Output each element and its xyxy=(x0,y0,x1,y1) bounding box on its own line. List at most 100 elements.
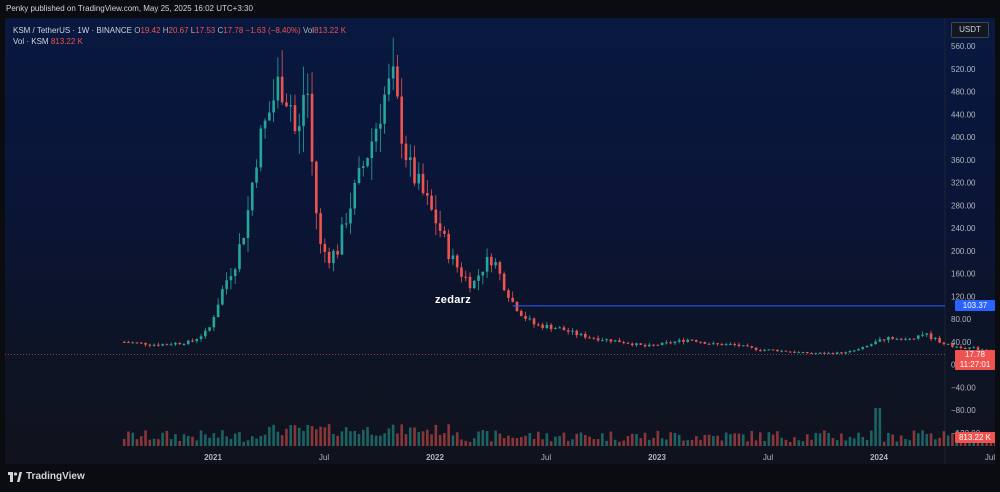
volume-bar xyxy=(784,439,788,446)
candle-body xyxy=(874,341,877,345)
volume-bar xyxy=(840,433,843,446)
volume-bar xyxy=(554,436,557,446)
volume-bar xyxy=(835,440,839,446)
volume-bar xyxy=(191,436,194,446)
volume-bar xyxy=(315,429,318,446)
candle-body xyxy=(344,223,348,225)
candle-body xyxy=(353,182,357,209)
volume-bar xyxy=(865,439,869,446)
volume-bar xyxy=(635,434,638,446)
candle-body xyxy=(370,141,374,159)
candle-body xyxy=(724,344,728,346)
candle-body xyxy=(144,342,147,345)
volume-bar xyxy=(882,441,886,446)
candle-body xyxy=(703,341,707,344)
volume-bar xyxy=(387,428,391,446)
candle-body xyxy=(255,167,258,183)
tradingview-logo[interactable]: TradingView xyxy=(8,471,85,482)
candle-body xyxy=(887,337,890,341)
volume-bar xyxy=(490,441,493,446)
candle-body xyxy=(771,349,775,351)
candle-body xyxy=(195,339,199,342)
candle-body xyxy=(831,352,835,354)
y-axis: 560.00 520.00 480.00 440.00 400.00 360.00 320.… xyxy=(951,42,981,438)
candle-body xyxy=(784,350,788,352)
y-tick-label: 120.00 xyxy=(951,292,976,301)
volume-bar xyxy=(703,434,707,446)
candle-body xyxy=(763,349,766,351)
candle-body xyxy=(733,344,736,346)
y-tick-label: 560.00 xyxy=(951,42,976,51)
volume-bar xyxy=(942,431,946,446)
volume-bar xyxy=(814,432,818,446)
x-tick-label: Jul xyxy=(763,453,773,462)
volume-bar xyxy=(221,430,224,446)
candle-body xyxy=(511,297,514,302)
candle-body xyxy=(955,346,958,348)
candle-body xyxy=(916,335,920,339)
candle-body xyxy=(460,267,463,277)
volume-bar xyxy=(336,435,339,446)
price-legend-row: KSM / TetherUS · 1W · BINANCE O19.42 H20… xyxy=(13,25,346,36)
candle-body xyxy=(891,337,894,339)
y-tick-label: 240.00 xyxy=(951,224,976,233)
volume-price-tag: 813.22 K xyxy=(955,432,995,443)
volume-bar xyxy=(332,433,335,446)
symbol-label[interactable]: KSM / TetherUS · 1W · BINANCE xyxy=(13,26,132,35)
volume-bar xyxy=(430,434,433,446)
chart-area[interactable]: 560.00 520.00 480.00 440.00 400.00 360.00 320.… xyxy=(5,18,995,464)
volume-bar xyxy=(165,430,169,446)
candle-body xyxy=(404,143,408,161)
volume-bar xyxy=(344,427,348,446)
publisher-text: Penky published on TradingView.com, May … xyxy=(6,4,253,13)
low-label: L xyxy=(190,26,196,35)
tradingview-logo-icon xyxy=(8,471,22,482)
volume-bar xyxy=(464,440,468,446)
volume-bar xyxy=(643,432,647,446)
volume-bar xyxy=(618,441,621,446)
candle-body xyxy=(216,304,220,318)
candle-body xyxy=(946,343,950,345)
candle-body xyxy=(310,93,314,162)
candle-body xyxy=(502,273,506,291)
volume-bar xyxy=(242,441,246,446)
candle-body xyxy=(899,338,903,340)
volume-bar xyxy=(229,438,233,446)
volume-bar xyxy=(541,439,544,446)
candle-body xyxy=(686,339,690,342)
candle-body xyxy=(870,344,873,346)
volume-bar xyxy=(400,424,403,446)
currency-button[interactable]: USDT xyxy=(951,22,989,38)
close-label: C xyxy=(217,26,224,35)
candlestick-chart[interactable]: 560.00 520.00 480.00 440.00 400.00 360.00 320.… xyxy=(5,18,995,464)
volume-bar xyxy=(754,440,758,446)
candle-body xyxy=(212,317,216,328)
candle-body xyxy=(895,338,899,340)
volume-bar xyxy=(178,440,181,446)
candle-body xyxy=(421,173,425,194)
candle-body xyxy=(741,345,745,347)
candle-body xyxy=(315,161,318,214)
volume-bar xyxy=(370,434,374,446)
candle-body xyxy=(387,78,391,95)
volume-bar xyxy=(686,440,690,446)
volume-bar xyxy=(648,439,651,446)
volume-bar xyxy=(891,434,894,446)
candle-body xyxy=(272,100,275,113)
candle-body xyxy=(814,353,818,355)
volume-bar xyxy=(379,435,382,446)
candle-body xyxy=(541,324,544,329)
volume-indicator-label[interactable]: Vol · KSM xyxy=(13,37,49,46)
candle-body xyxy=(562,327,566,331)
volume-bar xyxy=(276,431,280,446)
x-tick-label: Jul xyxy=(541,453,551,462)
volume-bar xyxy=(182,434,186,446)
candle-body xyxy=(601,340,604,342)
candle-body xyxy=(293,105,297,132)
y-tick-label: 80.00 xyxy=(951,315,972,324)
candle-body xyxy=(396,66,399,97)
candle-body xyxy=(186,340,190,344)
volume-bar xyxy=(558,436,561,446)
candle-body xyxy=(818,352,822,354)
volume-bar xyxy=(127,431,130,446)
